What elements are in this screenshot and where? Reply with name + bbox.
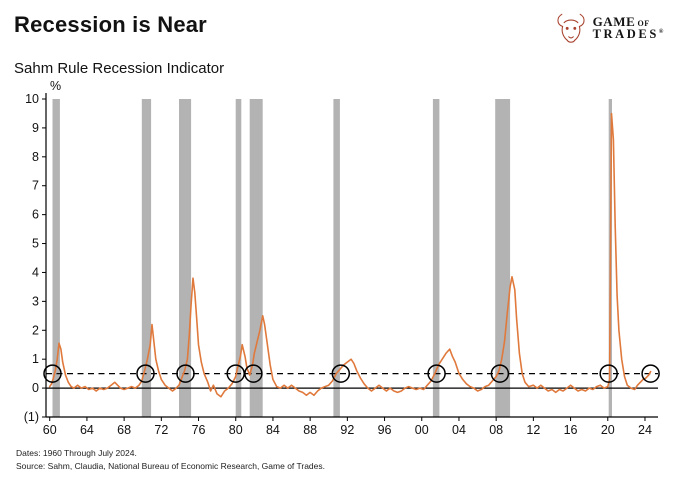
- y-tick-label: 9: [32, 121, 39, 135]
- recession-band: [141, 99, 152, 417]
- x-tick-label: 64: [80, 423, 94, 437]
- threshold-crossing-circle: [43, 364, 62, 383]
- logo-word-of: OF: [637, 18, 650, 28]
- threshold-crossing-circle: [641, 364, 660, 383]
- threshold-crossing-circle: [427, 364, 446, 383]
- x-tick-label: 84: [266, 423, 280, 437]
- sahm-indicator-line: [48, 112, 652, 398]
- x-tick-label: 72: [154, 423, 168, 437]
- recession-band: [249, 99, 263, 417]
- recession-band: [52, 99, 60, 417]
- recession-band: [235, 99, 242, 417]
- page-title: Recession is Near: [14, 12, 207, 37]
- y-tick-label: 7: [32, 179, 39, 193]
- x-tick-label: 12: [526, 423, 540, 437]
- recession-band: [333, 99, 340, 417]
- logo-line-1: GAME OF: [592, 13, 666, 29]
- chart-subtitle: Sahm Rule Recession Indicator: [14, 60, 225, 77]
- y-tick-label: (1): [24, 410, 39, 424]
- recession-band: [432, 99, 440, 417]
- x-tick-label: 20: [601, 423, 615, 437]
- x-tick-label: 68: [117, 423, 131, 437]
- y-tick-label: 6: [32, 208, 39, 222]
- logo-line-2: TRADES®: [593, 28, 666, 41]
- y-tick-label: 4: [32, 265, 39, 279]
- x-tick-label: 96: [378, 423, 392, 437]
- game-of-trades-logo: GAME OF TRADES®: [554, 12, 666, 44]
- x-tick-label: 00: [415, 423, 429, 437]
- x-tick-label: 16: [564, 423, 578, 437]
- x-tick-label: 24: [638, 423, 652, 437]
- y-tick-label: 10: [25, 92, 39, 106]
- footer-dates: Dates: 1960 Through July 2024.: [16, 448, 137, 458]
- threshold-crossing-circle: [136, 364, 155, 383]
- x-tick-label: 76: [192, 423, 206, 437]
- x-tick-label: 80: [229, 423, 243, 437]
- threshold-crossing-circle: [331, 364, 351, 383]
- y-tick-label: 2: [32, 323, 39, 337]
- bull-icon: [557, 13, 585, 43]
- y-tick-label: 5: [32, 237, 39, 251]
- logo-text: GAME OF TRADES®: [592, 13, 666, 42]
- recession-band: [495, 99, 511, 417]
- recession-band: [179, 99, 192, 417]
- footer-source: Source: Sahm, Claudia, National Bureau o…: [16, 460, 325, 471]
- registered-mark: ®: [658, 29, 666, 36]
- threshold-crossing-circle: [490, 364, 510, 383]
- threshold-crossing-circle: [176, 364, 195, 383]
- x-tick-label: 04: [452, 423, 466, 437]
- threshold-crossing-circle: [599, 364, 618, 383]
- y-tick-label: 3: [32, 294, 39, 308]
- header: Recession is Near GAME OF TRADES®: [12, 10, 668, 44]
- x-tick-label: 92: [340, 423, 354, 437]
- logo-word-game: GAME: [592, 13, 636, 29]
- y-axis-unit-label: %: [50, 81, 61, 93]
- footer: Dates: 1960 Through July 2024. Source: S…: [16, 447, 668, 473]
- y-tick-label: 0: [32, 381, 39, 395]
- x-tick-label: 08: [489, 423, 503, 437]
- y-tick-label: 1: [32, 352, 39, 366]
- threshold-crossing-circle: [244, 364, 263, 383]
- x-tick-label: 88: [303, 423, 317, 437]
- y-tick-label: 8: [32, 150, 39, 164]
- logo-word-trades: TRADES: [592, 27, 659, 42]
- x-tick-label: 60: [43, 423, 57, 437]
